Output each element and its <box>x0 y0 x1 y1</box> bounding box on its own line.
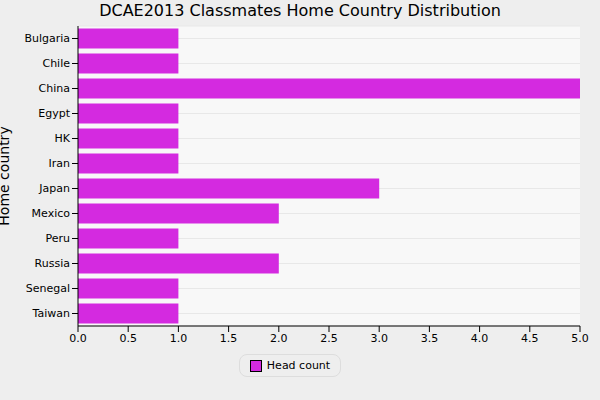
svg-text:1.0: 1.0 <box>170 332 188 345</box>
svg-text:0.0: 0.0 <box>69 332 87 345</box>
svg-text:3.0: 3.0 <box>370 332 388 345</box>
svg-text:4.0: 4.0 <box>471 332 489 345</box>
svg-text:Iran: Iran <box>49 157 71 170</box>
svg-text:4.5: 4.5 <box>521 332 539 345</box>
svg-text:1.5: 1.5 <box>220 332 238 345</box>
svg-text:3.5: 3.5 <box>421 332 439 345</box>
svg-text:Russia: Russia <box>35 257 70 270</box>
svg-text:0.5: 0.5 <box>119 332 137 345</box>
svg-text:Peru: Peru <box>45 232 70 245</box>
html-text:DCAE2013 Classmates Home Count: DCAE2013 Classmates Home Country Distrib… <box>99 1 501 20</box>
svg-text:2.5: 2.5 <box>320 332 338 345</box>
svg-text:Japan: Japan <box>38 182 70 195</box>
html-text:Head count: Head count <box>266 359 331 372</box>
svg-text:China: China <box>39 82 70 95</box>
svg-text:Home country: Home country <box>8 126 12 225</box>
svg-text:Chile: Chile <box>42 57 70 70</box>
svg-text:Mexico: Mexico <box>32 207 71 220</box>
svg-text:Egypt: Egypt <box>38 107 70 120</box>
svg-text:Senegal: Senegal <box>26 282 70 295</box>
svg-text:5.0: 5.0 <box>571 332 589 345</box>
svg-text:Taiwan: Taiwan <box>32 307 70 320</box>
svg-text:Bulgaria: Bulgaria <box>24 32 70 45</box>
svg-text:2.0: 2.0 <box>270 332 288 345</box>
svg-text:HK: HK <box>55 132 71 145</box>
